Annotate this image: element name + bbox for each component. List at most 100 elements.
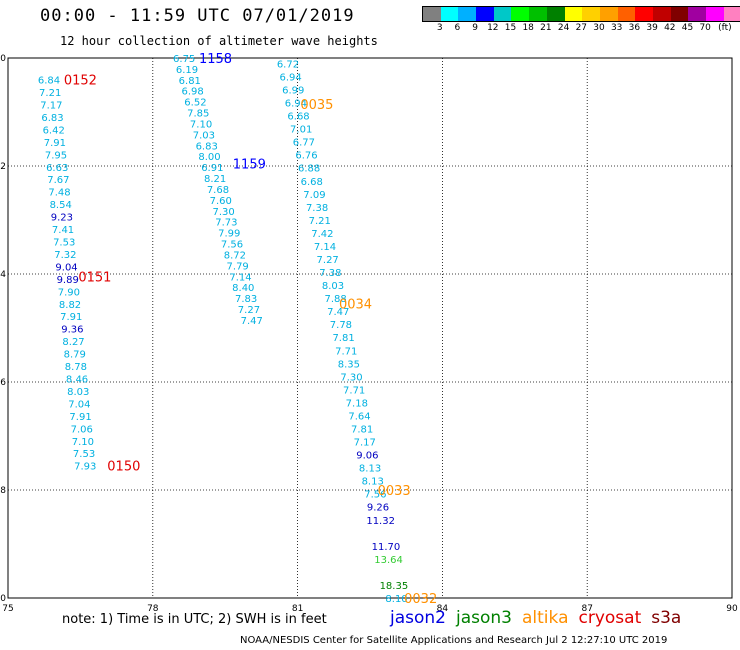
wave-height-label: 8.79 — [64, 350, 86, 361]
colorbar-label: 15 — [504, 23, 517, 33]
colorbar-label: 18 — [522, 23, 534, 33]
latitude-tick-label: 0 — [0, 54, 6, 64]
wave-height-label: 6.84 — [38, 76, 60, 87]
colorbar-swatch — [511, 7, 530, 21]
colorbar-label: 39 — [646, 23, 658, 33]
wave-height-label: 7.78 — [330, 320, 352, 331]
wave-height-label: 6.83 — [196, 141, 218, 152]
wave-height-label: 6.94 — [285, 99, 307, 110]
wave-height-label: 8.54 — [50, 200, 72, 211]
legend-entry: jason2 — [390, 608, 446, 628]
colorbar-swatch — [423, 7, 441, 21]
wave-height-label: 7.21 — [39, 88, 61, 99]
wave-height-label: 9.89 — [57, 275, 79, 286]
colorbar-swatch — [706, 7, 724, 21]
wave-height-label: 6.19 — [176, 65, 198, 76]
wave-height-label: 7.30 — [340, 372, 362, 383]
wave-height-label: 7.47 — [327, 307, 349, 318]
colorbar-swatch — [723, 7, 740, 21]
legend-entry: altika — [522, 608, 569, 628]
wave-height-label: 7.27 — [317, 255, 339, 266]
colorbar-label: 33 — [610, 23, 623, 33]
wave-height-label: 7.56 — [221, 240, 243, 251]
wave-height-label: 18.35 — [380, 581, 409, 592]
pass-time-label: 0035 — [300, 98, 333, 113]
wave-height-label: 6.99 — [282, 85, 304, 96]
pass-time-label: 0150 — [107, 460, 140, 475]
wave-height-label: 11.70 — [372, 542, 401, 553]
wave-height-label: 8.21 — [204, 174, 226, 185]
wave-height-label: 7.03 — [193, 130, 215, 141]
wave-height-label: 7.83 — [235, 294, 257, 305]
wave-height-label: 7.88 — [324, 294, 346, 305]
wave-height-label: 7.47 — [241, 316, 263, 327]
colorbar-label: 70 — [699, 23, 711, 33]
colorbar-label: 21 — [540, 23, 552, 33]
wave-height-label: 9.06 — [356, 451, 378, 462]
colorbar-label: 27 — [575, 23, 588, 33]
colorbar-swatch — [476, 7, 494, 21]
wave-height-label: 7.42 — [311, 229, 333, 240]
wave-height-colorbar — [422, 6, 740, 22]
wave-height-label: 6.91 — [201, 163, 223, 174]
wave-height-label: 9.26 — [367, 503, 389, 514]
wave-height-label: 7.48 — [48, 188, 70, 199]
wave-height-label: 7.32 — [54, 250, 76, 261]
satellite-legend: jason2 jason3 altika cryosat s3a — [390, 608, 691, 628]
colorbar-label: 6 — [454, 23, 461, 33]
colorbar-label: 30 — [593, 23, 605, 33]
wave-height-label: 7.71 — [343, 385, 365, 396]
map-subtitle: 12 hour collection of altimeter wave hei… — [60, 34, 378, 48]
wave-height-label: 6.88 — [298, 164, 320, 175]
pass-time-label: 0033 — [378, 484, 411, 499]
wave-height-label: 7.27 — [238, 305, 260, 316]
colorbar-swatch — [564, 7, 583, 21]
legend-entry: jason3 — [456, 608, 512, 628]
wave-height-label: 7.14 — [229, 272, 251, 283]
wave-height-label: 7.18 — [346, 398, 368, 409]
wave-height-label: 11.32 — [366, 516, 395, 527]
wave-height-label: 7.01 — [290, 125, 312, 136]
colorbar-swatch — [599, 7, 618, 21]
wave-height-label: 7.56 — [364, 490, 386, 501]
colorbar-swatch — [635, 7, 653, 21]
colorbar-swatch — [529, 7, 547, 21]
wave-height-label: 6.76 — [295, 151, 317, 162]
wave-height-label: 7.41 — [52, 225, 74, 236]
wave-height-label: 8.03 — [322, 281, 344, 292]
colorbar-label: 36 — [628, 23, 641, 33]
wave-height-label: 7.90 — [58, 287, 80, 298]
colorbar-swatch — [582, 7, 600, 21]
wave-height-label: 8.27 — [62, 337, 84, 348]
wave-height-label: 6.52 — [184, 98, 206, 109]
wave-height-label: 7.17 — [354, 438, 376, 449]
wave-height-label: 8.10 — [385, 594, 407, 605]
wave-height-label: 7.93 — [74, 462, 96, 473]
longitude-tick-label: 84 — [437, 604, 449, 614]
wave-height-label: 7.91 — [69, 412, 91, 423]
wave-height-label: 7.95 — [45, 150, 67, 161]
wave-height-label: 7.79 — [227, 261, 249, 272]
wave-height-label: 7.99 — [218, 229, 240, 240]
pass-time-label: 1159 — [233, 157, 266, 172]
pass-time-label: 0034 — [339, 298, 372, 313]
longitude-tick-label: 75 — [2, 604, 13, 614]
colorbar-label: 24 — [557, 23, 570, 33]
wave-height-label: 7.30 — [212, 207, 234, 218]
pass-time-label: 1158 — [199, 52, 232, 67]
legend-entry: cryosat — [578, 608, 642, 628]
wave-height-label: 6.77 — [293, 138, 315, 149]
wave-height-label: 7.04 — [68, 399, 90, 410]
wave-height-label: 7.53 — [73, 449, 95, 460]
wave-height-label: 7.38 — [319, 268, 341, 279]
colorbar-swatch — [546, 7, 565, 21]
wave-height-label: 8.13 — [362, 477, 384, 488]
wave-height-label: 7.06 — [71, 424, 93, 435]
wave-height-label: 7.81 — [351, 424, 373, 435]
wave-height-label: 9.04 — [55, 262, 77, 273]
colorbar-label: (ft) — [718, 23, 732, 33]
wave-height-label: 6.81 — [179, 76, 201, 87]
wave-height-label: 7.85 — [187, 109, 209, 120]
wave-height-label: 6.68 — [287, 112, 309, 123]
legend-entry: s3a — [651, 608, 682, 628]
